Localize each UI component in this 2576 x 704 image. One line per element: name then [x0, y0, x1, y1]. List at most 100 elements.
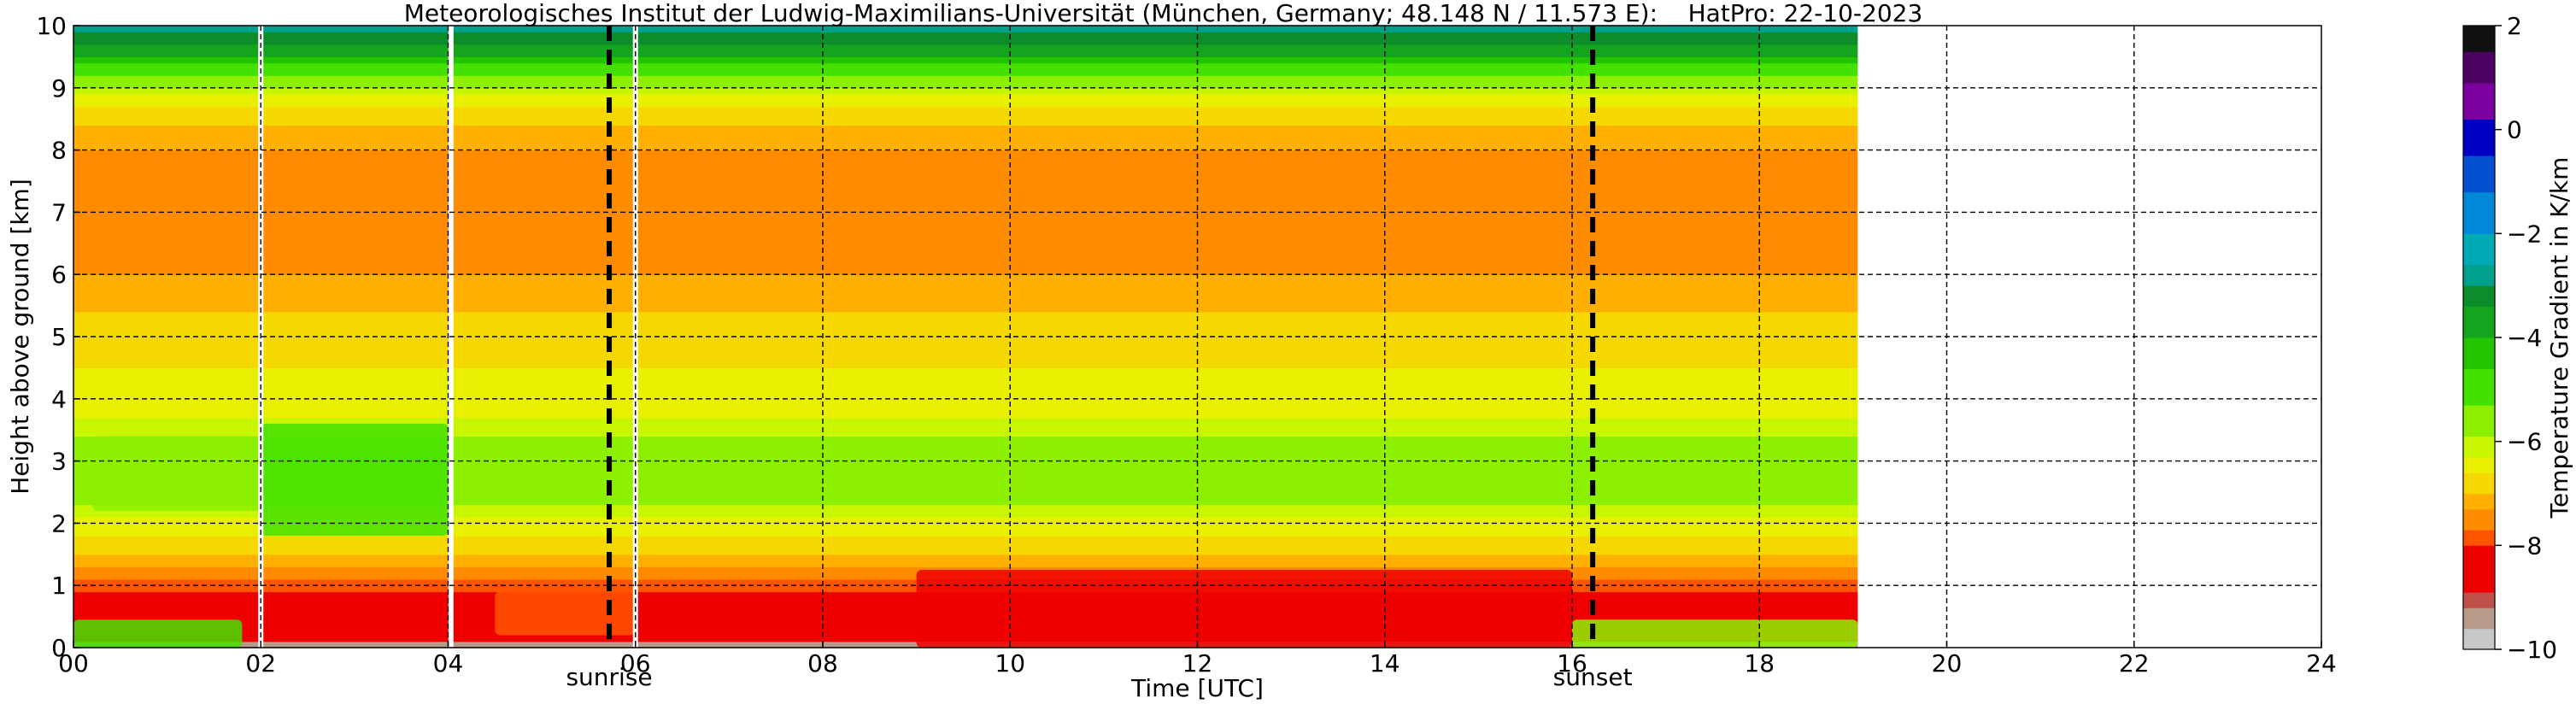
heatmap-band [73, 56, 1858, 64]
heatmap-band [73, 249, 1858, 256]
heatmap-band [73, 337, 1858, 343]
heatmap-band [73, 436, 1858, 443]
heatmap-band [73, 504, 1858, 512]
heatmap-band [73, 267, 1858, 275]
y-tick-label: 2 [51, 509, 67, 537]
heatmap-band [73, 405, 1858, 412]
x-tick-label: 16 [1557, 649, 1587, 678]
x-tick-label: 06 [620, 649, 651, 678]
heatmap-band [73, 330, 1858, 337]
heatmap-band [73, 379, 1858, 387]
x-tick-label: 18 [1744, 649, 1775, 678]
heatmap-band [73, 411, 1858, 419]
colorbar-segment [2463, 472, 2495, 494]
x-tick-label: 10 [995, 649, 1025, 678]
heatmap-band [73, 243, 1858, 250]
heatmap-band [73, 206, 1858, 213]
x-tick-label: 12 [1182, 649, 1213, 678]
sunset-label: sunset [1553, 663, 1633, 691]
heatmap-band [73, 479, 1858, 487]
heatmap-band [73, 168, 1858, 176]
heatmap-band [73, 38, 1858, 45]
colorbar-segment [2463, 155, 2495, 193]
colorbar-tick-label: −8 [2507, 531, 2542, 560]
colorbar-segment [2463, 405, 2495, 437]
heatmap-band [73, 305, 1858, 313]
heatmap-band [73, 231, 1858, 238]
heatmap-band [73, 386, 1858, 394]
y-tick-label: 3 [51, 448, 67, 476]
heatmap-band [73, 218, 1858, 226]
y-axis-label: Height above ground [km] [6, 179, 34, 495]
colorbar-segment [2463, 493, 2495, 510]
colorbar-segment [2463, 592, 2495, 608]
heatmap-band [73, 68, 1858, 76]
heatmap-band [73, 119, 1858, 126]
heatmap-band [73, 485, 1858, 493]
colorbar-tick-label: −6 [2507, 428, 2542, 456]
heatmap-band [73, 155, 1858, 163]
heatmap-band [73, 106, 1858, 114]
colorbar-segment [2463, 530, 2495, 546]
heatmap-band [73, 193, 1858, 201]
colorbar-segment [2463, 26, 2495, 52]
y-tick-label: 9 [51, 74, 67, 103]
x-tick-label: 22 [2119, 649, 2150, 678]
heatmap-band [73, 212, 1858, 220]
heatmap-band [73, 535, 1858, 543]
y-axis: 0 1 2 3 4 5 6 7 8 9 10 [36, 12, 80, 662]
heatmap-band [73, 498, 1858, 506]
heatmap-band [73, 542, 1858, 549]
heatmap-band [73, 274, 1858, 282]
heatmap-patch [73, 619, 243, 648]
heatmap-band [73, 554, 1858, 561]
heatmap-band [73, 187, 1858, 195]
y-tick-label: 1 [51, 572, 67, 600]
heatmap-band [73, 112, 1858, 120]
colorbar-segment [2463, 628, 2495, 650]
x-axis: 00 02 04 06 08 10 12 14 16 18 20 22 24 [58, 641, 2337, 678]
heatmap-patch [916, 570, 1572, 648]
heatmap-patch [261, 423, 449, 536]
heatmap-band [73, 461, 1858, 468]
heatmap-band [73, 473, 1858, 481]
heatmap-band [73, 150, 1858, 157]
chart-title: Meteorologisches Institut der Ludwig-Max… [404, 0, 1923, 27]
event-lines: sunrise sunset [566, 26, 1633, 691]
heatmap-band [73, 81, 1858, 89]
x-tick-label: 08 [807, 649, 838, 678]
x-tick-label: 04 [433, 649, 464, 678]
heatmap-band [73, 466, 1858, 474]
x-tick-label: 20 [1932, 649, 1963, 678]
heatmap-band [73, 417, 1858, 425]
x-tick-label: 14 [1370, 649, 1400, 678]
x-tick-label: 02 [245, 649, 276, 678]
colorbar-segment [2463, 337, 2495, 369]
heatmap-band [73, 199, 1858, 207]
heatmap-band [73, 94, 1858, 101]
heatmap-band [73, 32, 1858, 39]
heatmap-band [73, 510, 1858, 518]
heatmap-band [73, 517, 1858, 524]
grid-lines [73, 26, 2321, 648]
heatmap-band [73, 131, 1858, 138]
heatmap-band [73, 367, 1858, 375]
x-axis-label: Time [UTC] [1130, 674, 1264, 702]
colorbar: 2 0 −2 −4 −6 −8 −10 [2462, 12, 2557, 664]
colorbar-segment [2463, 191, 2495, 234]
heatmap-band [73, 87, 1858, 95]
heatmap-band [73, 75, 1858, 83]
colorbar-segment [2463, 119, 2495, 156]
colorbar-tick-label: 0 [2507, 116, 2522, 144]
heatmap [73, 26, 1858, 648]
colorbar-segment [2463, 306, 2495, 338]
colorbar-segment [2463, 456, 2495, 473]
colorbar-segment [2463, 436, 2495, 458]
colorbar-tick-label: −4 [2507, 324, 2542, 352]
heatmap-band [73, 349, 1858, 356]
colorbar-label: Temperature Gradient in K/km [2545, 157, 2573, 519]
heatmap-band [73, 392, 1858, 400]
sunrise-label: sunrise [566, 663, 652, 691]
heatmap-patch [1572, 619, 1858, 648]
heatmap-band [73, 311, 1858, 319]
